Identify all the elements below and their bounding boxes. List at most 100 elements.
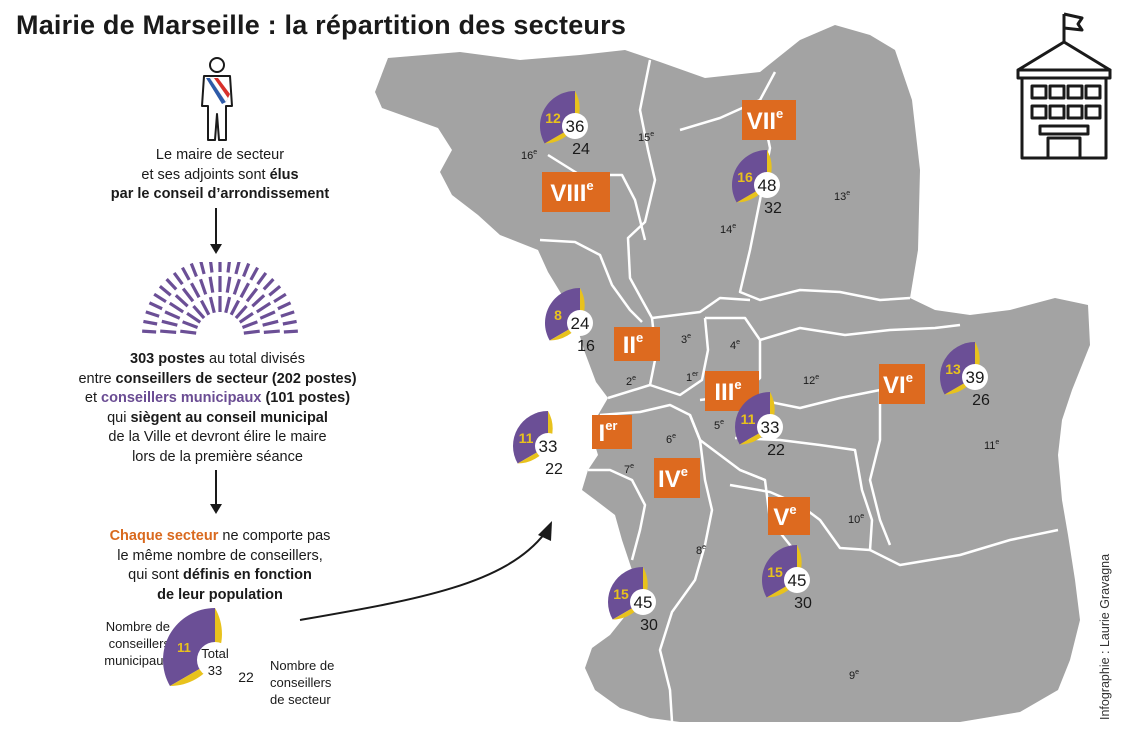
seat-mark [256, 271, 268, 286]
seat-mark [245, 287, 259, 303]
seat-mark [268, 285, 282, 297]
sector-donut-ii: 24 8 16 [545, 288, 595, 355]
curved-arrow-icon [299, 521, 552, 621]
sector-label-v: Ve [768, 497, 810, 535]
donut-hole [757, 414, 783, 440]
seat-mark [199, 299, 211, 316]
arrondissement-label: 2e [626, 375, 636, 388]
credit: Infographie : Laurie Gravagna [1098, 553, 1112, 720]
donut-hole [567, 310, 593, 336]
seat-mark [148, 301, 163, 311]
seat-mark [238, 311, 254, 324]
donut-secteur: 22 [545, 461, 563, 478]
arrondissement-label: 13e [834, 190, 850, 203]
text-line: par le conseil d’arrondissement [110, 186, 330, 202]
arrondissement-label: 5e [714, 419, 724, 432]
text-line: le même nombre de conseillers, [117, 547, 323, 564]
legend-secteur-value: 22 [238, 669, 254, 685]
arrow-down-icon [210, 470, 222, 514]
mayor-election-text: Le maire de secteur et ses adjoints sont… [60, 146, 380, 205]
donut-total: 33 [761, 418, 780, 437]
legend-total-word: Total [201, 646, 229, 661]
sector-label-vii: VIIe [742, 100, 796, 140]
seat-mark [143, 319, 158, 326]
seat-mark [255, 301, 272, 314]
sector-label-i: Ier [592, 415, 632, 449]
seat-mark [262, 278, 275, 291]
seat-mark [263, 329, 280, 334]
donut-secteur: 24 [572, 141, 590, 158]
donut-municipal: 13 [945, 361, 961, 377]
sector-donut-vii: 48 16 32 [731, 150, 782, 217]
donut-hole [754, 172, 780, 198]
seat-mark [174, 294, 189, 308]
seat-mark [232, 278, 241, 295]
arrondissement-label: 10e [848, 513, 864, 526]
seat-mark [229, 299, 241, 316]
donut-municipal: 15 [767, 564, 783, 580]
seat-mark [262, 319, 279, 327]
donut-hole [535, 433, 561, 459]
legend-secteur-label: Nombre de conseillers de secteur [270, 658, 335, 707]
mayor-figure-icon [201, 57, 233, 141]
seat-mark [225, 276, 232, 293]
seat-mark [145, 310, 160, 318]
donut-total: 45 [634, 593, 653, 612]
donut-total: 45 [788, 571, 807, 590]
donut-secteur: 22 [767, 442, 785, 459]
donut-municipal: 11 [741, 411, 756, 427]
donut-municipal: 8 [554, 307, 562, 323]
seat-mark [168, 301, 185, 314]
sector-donut-iv: 45 15 30 [608, 567, 658, 634]
sector-donut-v: 45 15 30 [762, 545, 812, 612]
seat-mark [273, 292, 287, 304]
text-line: de la Ville et devront élire le maire [108, 429, 327, 445]
sector-donut-vi: 39 13 26 [940, 342, 990, 409]
seat-mark [181, 287, 195, 303]
assembly-hemicycle-icon [142, 262, 298, 335]
seat-mark [181, 266, 191, 281]
seat-mark [209, 262, 214, 273]
donut-total: 36 [566, 117, 585, 136]
town-hall-icon [1016, 12, 1112, 160]
arrondissement-label: 4e [730, 339, 740, 352]
sector-donut-i: 33 11 22 [512, 411, 563, 478]
legend-municipal-value: 11 [177, 640, 191, 655]
postes-text: 303 postes au total divisés entre consei… [40, 350, 395, 467]
arrondissement-label: 6e [666, 433, 676, 446]
donut-hole [962, 364, 988, 390]
arrow-down-icon [210, 208, 222, 254]
seat-mark [180, 329, 197, 335]
donut-hole [784, 567, 810, 593]
seat-mark [164, 310, 181, 320]
seat-mark [172, 271, 184, 286]
seat-mark [153, 292, 167, 304]
donut-hole [630, 589, 656, 615]
sector-label-vi: VIe [879, 364, 925, 404]
seat-mark [234, 262, 241, 275]
seat-mark [192, 304, 206, 320]
text-line: entre conseillers de secteur (202 postes… [78, 370, 357, 387]
donut-total: 33 [539, 437, 558, 456]
seat-mark [283, 329, 298, 334]
legend-municipal-label: Nombre de conseillers municipaux [104, 619, 170, 668]
arrondissement-label: 3e [681, 333, 691, 346]
seat-mark [199, 262, 206, 275]
text-line: lors de la première séance [132, 448, 303, 465]
sector-donut-viii: 36 12 24 [539, 91, 590, 158]
arrondissement-label: 9e [849, 669, 859, 682]
donut-total: 39 [966, 368, 985, 387]
legend-total: 33 [208, 663, 222, 678]
donut-secteur: 26 [972, 392, 990, 409]
text-line: et ses adjoints sont élus [141, 166, 299, 183]
seat-mark [280, 310, 295, 318]
donut-secteur: 32 [764, 200, 782, 217]
seat-mark [160, 329, 177, 334]
donut-secteur: 30 [794, 595, 812, 612]
seat-mark [249, 266, 259, 281]
seat-mark [186, 311, 202, 324]
seat-mark [242, 262, 251, 278]
text-line: de leur population [157, 586, 283, 603]
seat-mark [190, 282, 201, 299]
seat-mark [158, 285, 172, 297]
